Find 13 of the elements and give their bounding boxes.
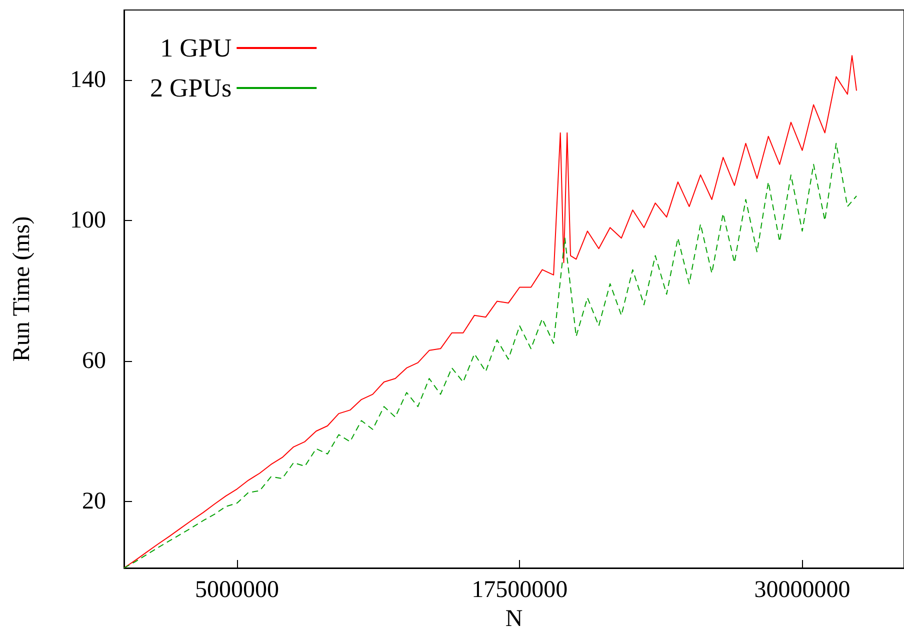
- y-tick-label: 60: [82, 348, 106, 374]
- line-series: [124, 142, 858, 568]
- legend-label: 1 GPU: [160, 34, 232, 62]
- y-tick-label: 140: [70, 67, 106, 94]
- y-tick-label: 100: [70, 208, 106, 234]
- x-tick-label: 5000000: [195, 577, 280, 603]
- legend-label: 2 GPUs: [150, 74, 232, 102]
- y-axis-title: Run Time (ms): [9, 216, 35, 362]
- x-axis-title: N: [505, 606, 523, 632]
- x-tick-label: 30000000: [754, 577, 850, 603]
- x-tick-label: 17500000: [472, 577, 568, 603]
- y-tick-label: 20: [82, 488, 106, 514]
- line-series: [124, 55, 858, 568]
